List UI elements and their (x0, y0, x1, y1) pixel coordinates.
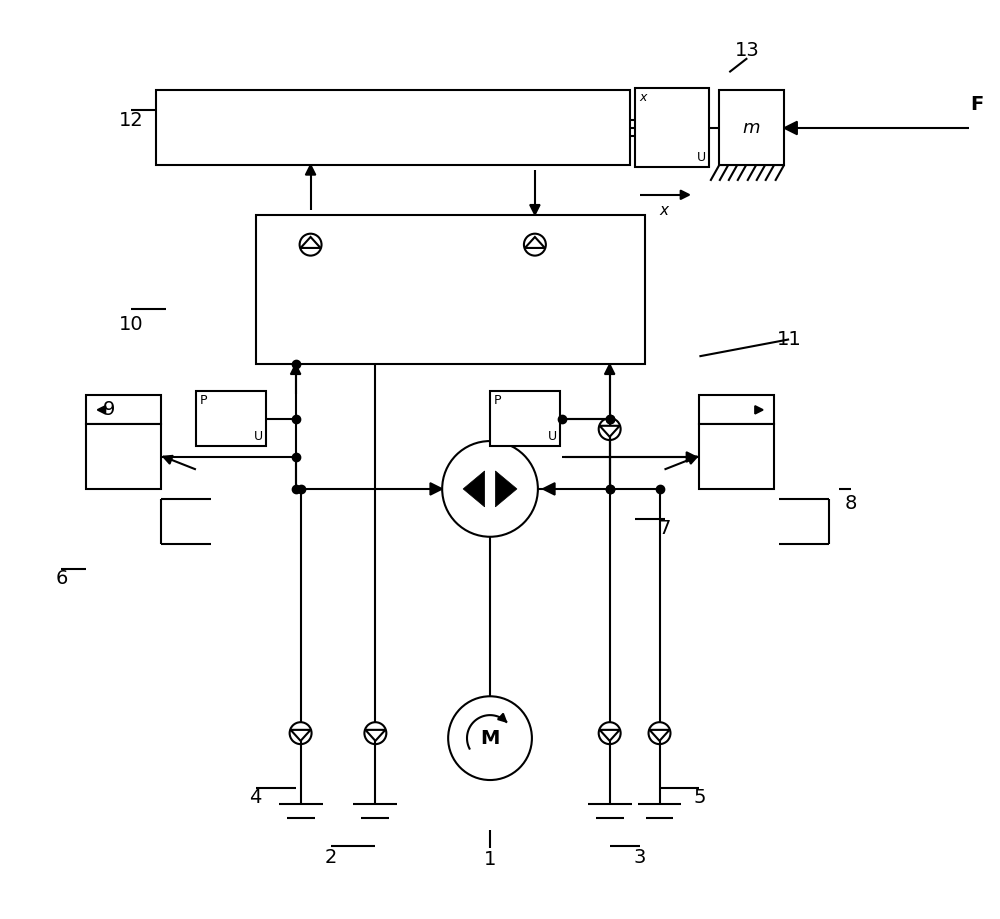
Polygon shape (784, 121, 797, 134)
Text: $x$: $x$ (659, 203, 670, 218)
Text: P: P (200, 394, 207, 407)
Polygon shape (97, 406, 105, 414)
Text: M: M (480, 729, 500, 748)
Bar (699, 424, 774, 489)
Text: 3: 3 (633, 848, 646, 868)
Text: 12: 12 (119, 110, 143, 130)
Text: 11: 11 (777, 330, 801, 349)
Bar (156, 90, 630, 165)
Polygon shape (680, 190, 689, 199)
Polygon shape (525, 237, 545, 248)
Polygon shape (163, 456, 173, 464)
Bar (490, 391, 560, 446)
Polygon shape (755, 406, 763, 414)
Polygon shape (301, 237, 321, 248)
Text: 6: 6 (55, 569, 68, 588)
Polygon shape (463, 471, 485, 507)
Polygon shape (600, 730, 620, 741)
Text: $m$: $m$ (742, 119, 760, 137)
Polygon shape (365, 730, 385, 741)
Polygon shape (530, 205, 540, 215)
Polygon shape (687, 456, 697, 464)
Text: 4: 4 (250, 789, 262, 808)
Polygon shape (291, 730, 311, 741)
Polygon shape (600, 425, 620, 437)
Bar (719, 90, 784, 165)
Bar (86, 424, 161, 489)
Bar (86, 395, 161, 424)
Bar (699, 395, 774, 424)
Text: U: U (254, 430, 263, 443)
Polygon shape (498, 713, 506, 721)
Bar (635, 88, 709, 167)
Polygon shape (495, 471, 517, 507)
Text: 9: 9 (103, 400, 115, 419)
Text: P: P (494, 394, 502, 407)
Polygon shape (543, 482, 555, 495)
Text: U: U (548, 430, 557, 443)
Text: 8: 8 (845, 494, 857, 514)
Polygon shape (291, 364, 301, 374)
Text: $x$: $x$ (639, 91, 648, 104)
Bar (256, 215, 645, 364)
Polygon shape (306, 165, 316, 175)
Polygon shape (650, 730, 669, 741)
Polygon shape (686, 452, 696, 462)
Text: 10: 10 (119, 315, 143, 334)
Text: 7: 7 (658, 519, 671, 539)
Text: 13: 13 (735, 40, 760, 60)
Text: 5: 5 (693, 789, 706, 808)
Text: 1: 1 (484, 850, 496, 869)
Bar (196, 391, 266, 446)
Text: 2: 2 (324, 848, 337, 868)
Text: U: U (697, 151, 706, 164)
Polygon shape (605, 364, 615, 374)
Text: F: F (970, 95, 983, 114)
Polygon shape (430, 482, 442, 495)
